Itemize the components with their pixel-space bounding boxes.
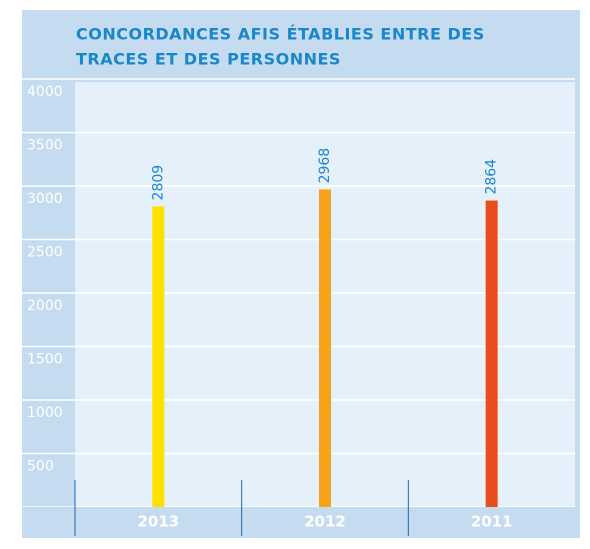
- x-tick-label: 2013: [137, 513, 179, 531]
- x-tick-label: 2011: [471, 513, 513, 531]
- bar: [319, 189, 331, 507]
- bar: [485, 200, 498, 507]
- y-tick-label: 500: [27, 459, 54, 475]
- y-tick-label: 3000: [27, 191, 63, 207]
- value-label: 2809: [150, 165, 166, 201]
- value-label: 2968: [317, 148, 333, 184]
- value-label: 2864: [484, 159, 500, 195]
- bar: [152, 206, 165, 507]
- chart-title: TRACES ET DES PERSONNES: [76, 50, 341, 69]
- y-tick-label: 1500: [27, 352, 63, 368]
- category-band: [22, 507, 575, 538]
- y-tick-label: 4000: [27, 84, 63, 100]
- y-tick-label: 2000: [27, 298, 63, 314]
- chart-title: CONCORDANCES AFIS ÉTABLIES ENTRE DES: [76, 25, 485, 44]
- x-tick-label: 2012: [304, 513, 346, 531]
- y-tick-label: 1000: [27, 405, 63, 421]
- y-tick-label: 3500: [27, 138, 63, 154]
- y-tick-label: 2500: [27, 245, 63, 261]
